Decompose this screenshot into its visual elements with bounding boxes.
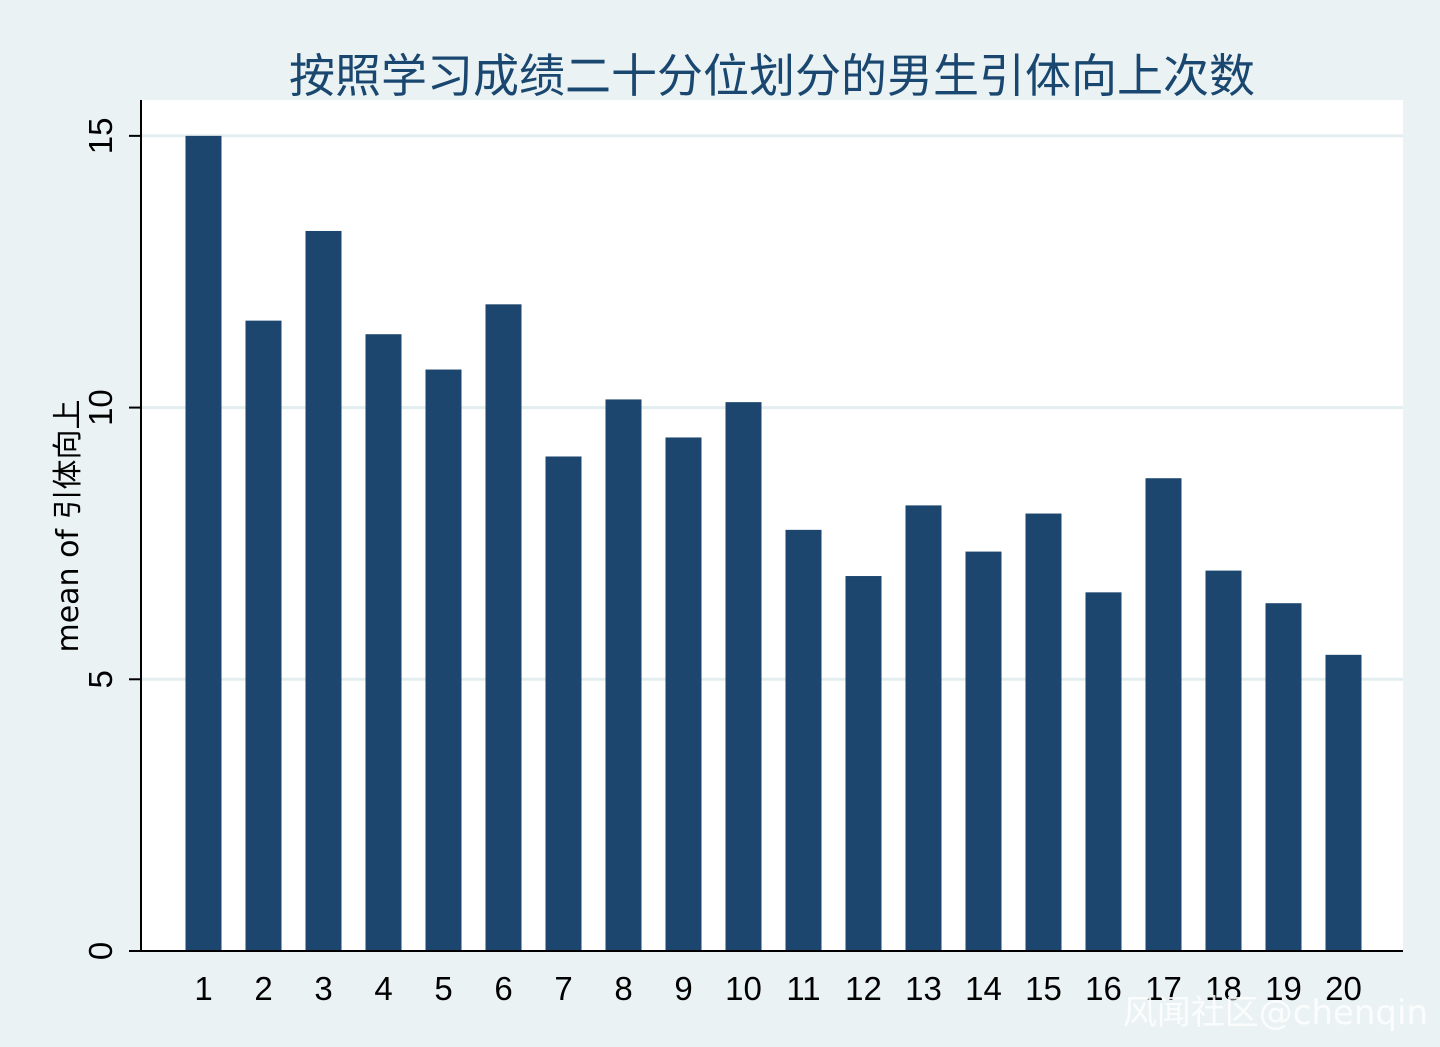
bar-18 bbox=[1205, 570, 1242, 951]
x-tick-label: 18 bbox=[1205, 970, 1242, 1007]
bar-19 bbox=[1265, 603, 1302, 951]
bar-7 bbox=[545, 456, 582, 951]
watermark-text: 风闻社区@chenqin bbox=[1123, 993, 1428, 1033]
bar-5 bbox=[425, 369, 462, 951]
bar-9 bbox=[665, 437, 702, 951]
bar-10 bbox=[725, 402, 762, 951]
y-axis-ticks: 0 5 10 15 bbox=[82, 118, 141, 960]
bar-1 bbox=[185, 135, 222, 951]
bar-17 bbox=[1145, 478, 1182, 951]
plot-area bbox=[141, 100, 1403, 951]
bar-15 bbox=[1025, 513, 1062, 951]
bar-2 bbox=[245, 320, 282, 951]
bar-8 bbox=[605, 399, 642, 952]
x-tick-label: 13 bbox=[905, 970, 942, 1007]
x-tick-label: 8 bbox=[614, 970, 632, 1007]
x-tick-label: 7 bbox=[554, 970, 572, 1007]
y-tick-label: 10 bbox=[82, 389, 119, 426]
x-tick-label: 9 bbox=[674, 970, 692, 1007]
bar-13 bbox=[905, 505, 942, 951]
x-tick-label: 4 bbox=[374, 970, 392, 1007]
x-tick-label: 19 bbox=[1265, 970, 1302, 1007]
bars bbox=[185, 135, 1362, 952]
bar-4 bbox=[365, 334, 402, 951]
x-axis-ticks: 1 2 3 4 5 6 7 8 9 10 11 12 13 14 15 16 17 18 19 20 bbox=[194, 970, 1362, 1007]
x-tick-label: 14 bbox=[965, 970, 1002, 1007]
bar-6 bbox=[485, 304, 522, 952]
x-tick-label: 10 bbox=[725, 970, 762, 1007]
x-tick-label: 16 bbox=[1085, 970, 1122, 1007]
y-tick-label: 5 bbox=[82, 670, 119, 688]
bar-11 bbox=[785, 529, 822, 951]
x-tick-label: 6 bbox=[494, 970, 512, 1007]
x-tick-label: 12 bbox=[845, 970, 882, 1007]
x-tick-label: 1 bbox=[194, 970, 212, 1007]
bar-3 bbox=[305, 230, 342, 952]
bar-20 bbox=[1325, 654, 1362, 951]
gridlines bbox=[141, 134, 1403, 681]
bar-14 bbox=[965, 551, 1002, 951]
x-tick-label: 3 bbox=[314, 970, 332, 1007]
bar-16 bbox=[1085, 592, 1122, 951]
x-tick-label: 2 bbox=[254, 970, 272, 1007]
x-tick-label: 5 bbox=[434, 970, 452, 1007]
y-tick-label: 15 bbox=[82, 118, 119, 155]
chart-title: 按照学习成绩二十分位划分的男生引体向上次数 bbox=[289, 49, 1255, 103]
x-tick-label: 15 bbox=[1025, 970, 1062, 1007]
y-tick-label: 0 bbox=[82, 942, 119, 960]
x-tick-label: 20 bbox=[1325, 970, 1362, 1007]
x-tick-label: 11 bbox=[786, 970, 820, 1007]
bar-12 bbox=[845, 576, 882, 951]
y-axis-label: mean of 引体向上 bbox=[51, 399, 86, 652]
x-tick-label: 17 bbox=[1145, 970, 1182, 1007]
